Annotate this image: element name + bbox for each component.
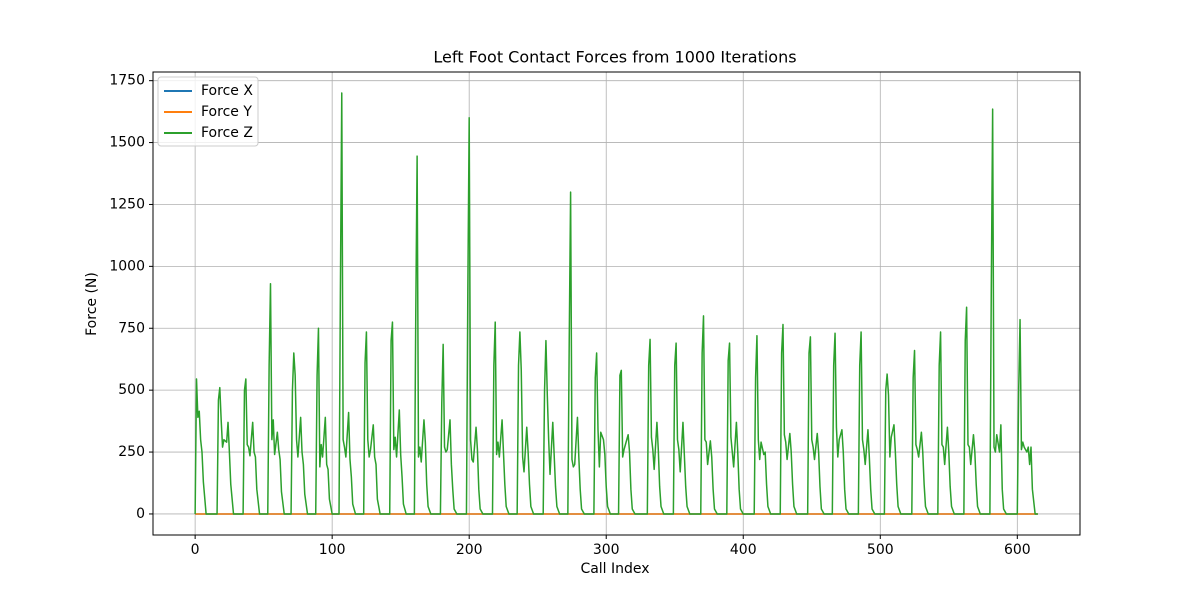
legend-label: Force X bbox=[201, 83, 253, 99]
y-tick-label: 250 bbox=[118, 444, 145, 460]
ticks: 0 100 200 300 400 500 600 0 250 500 750 1000 1250 150… bbox=[109, 73, 1030, 558]
legend-label: Force Z bbox=[201, 125, 253, 141]
legend-label: Force Y bbox=[201, 104, 252, 120]
y-tick-label: 500 bbox=[118, 382, 145, 398]
x-axis-label: Call Index bbox=[580, 561, 649, 577]
x-tick-label: 400 bbox=[730, 542, 757, 558]
y-tick-label: 1000 bbox=[109, 258, 145, 274]
data-line bbox=[194, 92, 1038, 515]
axes-frame bbox=[152, 71, 1081, 536]
y-tick-label: 750 bbox=[118, 320, 145, 336]
x-tick-label: 200 bbox=[456, 542, 483, 558]
x-tick-label: 600 bbox=[1004, 542, 1031, 558]
x-tick-label: 0 bbox=[191, 542, 200, 558]
legend: Force X Force Y Force Z bbox=[157, 76, 259, 147]
legend-box bbox=[157, 76, 259, 147]
y-tick-label: 1750 bbox=[109, 73, 145, 89]
y-tick-label: 1500 bbox=[109, 135, 145, 151]
chart-title: Left Foot Contact Forces from 1000 Itera… bbox=[433, 48, 796, 67]
x-tick-label: 300 bbox=[593, 542, 620, 558]
x-tick-label: 100 bbox=[319, 542, 346, 558]
plot-lines bbox=[194, 92, 1038, 515]
y-axis-label: Force (N) bbox=[84, 272, 100, 336]
y-tick-label: 1250 bbox=[109, 196, 145, 212]
y-tick-label: 0 bbox=[136, 506, 145, 522]
x-tick-label: 500 bbox=[867, 542, 894, 558]
